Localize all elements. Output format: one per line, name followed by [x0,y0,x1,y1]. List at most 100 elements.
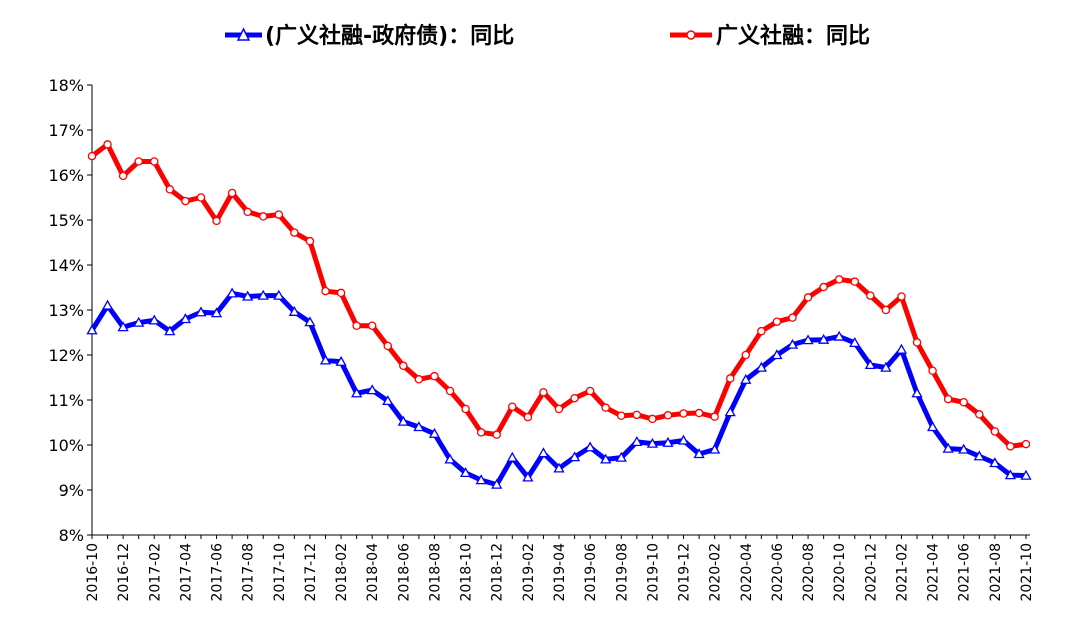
data-point-series-1 [553,462,565,473]
data-point-series-2 [476,428,486,437]
data-point-series-1 [973,450,985,461]
data-point-series-1 [926,421,939,432]
data-point-series-1 [242,290,254,301]
x-tick-label: 2020-08 [801,543,817,602]
data-point-series-1 [771,349,783,360]
legend-marker-series-1 [236,27,251,41]
data-point-series-2 [383,341,393,351]
data-point-series-1 [444,453,456,464]
x-tick-label: 2019-10 [645,543,661,602]
data-point-series-1 [880,361,892,372]
x-tick-label: 2020-06 [770,543,786,602]
data-point-series-2 [196,193,206,202]
data-point-series-2 [819,282,828,292]
data-point-series-2 [336,288,346,298]
data-point-series-1 [522,471,534,482]
data-point-series-2 [274,210,284,219]
data-point-series-1 [1020,469,1032,480]
legend-marker-series-2 [686,30,696,40]
x-tick-label: 2018-04 [365,543,381,602]
y-tick-label: 16% [48,166,84,185]
legend-label-series-1: (广义社融-政府债)：同比 [265,23,514,49]
y-tick-label: 13% [48,301,84,320]
data-point-series-2 [663,411,673,420]
data-point-series-2 [632,410,642,420]
data-point-series-2 [430,371,439,381]
y-tick-label: 18% [48,76,84,95]
x-tick-label: 2018-12 [490,543,506,602]
y-tick-label: 9% [59,481,84,500]
data-point-series-1 [833,330,845,341]
data-point-series-1 [693,448,705,459]
data-point-series-2 [258,212,268,221]
x-tick-label: 2020-12 [863,543,879,602]
x-tick-label: 2021-10 [1019,543,1035,602]
x-tick-label: 2019-02 [521,543,537,602]
data-point-series-2 [928,366,937,375]
data-point-series-1 [724,406,736,417]
data-point-series-1 [428,427,441,438]
data-point-series-1 [101,299,114,310]
data-point-series-2 [912,338,922,347]
data-point-series-1 [755,361,767,372]
data-point-series-1 [210,307,223,318]
data-point-series-1 [615,451,627,462]
x-tick-label: 2018-08 [427,543,443,602]
data-point-series-2 [834,275,844,284]
legend-item-series-1: (广义社融-政府债)：同比 [225,23,514,49]
data-point-series-1 [148,314,160,325]
data-point-series-2 [212,216,221,226]
data-point-series-1 [786,338,799,349]
data-point-series-1 [740,373,752,384]
data-point-series-2 [585,386,595,396]
data-point-series-1 [631,436,643,447]
x-tick-label: 2017-12 [303,543,319,602]
data-point-series-2 [118,171,128,181]
data-point-series-2 [103,140,112,149]
data-point-series-2 [554,404,564,414]
data-point-series-1 [506,451,518,462]
series-line-1 [89,290,1029,488]
data-point-series-2 [539,388,548,397]
data-point-series-2 [694,408,704,418]
data-point-series-2 [508,402,517,411]
data-point-series-1 [257,289,269,300]
data-point-series-2 [725,374,735,383]
data-point-series-2 [897,292,906,301]
data-point-series-1 [864,359,876,370]
data-point-series-1 [849,337,861,348]
x-tick-label: 2018-02 [334,543,350,602]
data-point-series-1 [382,395,394,406]
data-point-series-1 [677,434,690,445]
data-point-series-2 [492,430,501,439]
data-point-series-2 [866,291,875,300]
legend: (广义社融-政府债)：同比 广义社融：同比 [225,23,870,49]
data-point-series-2 [679,409,688,418]
data-point-series-1 [133,316,145,327]
data-point-series-1 [351,387,363,398]
x-tick-label: 2019-06 [583,543,599,602]
data-point-series-2 [523,412,533,422]
x-tick-label: 2021-06 [957,543,973,602]
data-point-series-1 [397,415,409,426]
data-point-series-1 [662,436,674,447]
data-point-series-2 [803,293,813,302]
data-point-series-1 [989,457,1001,468]
data-point-series-2 [150,157,159,166]
data-point-series-1 [117,321,129,332]
data-point-series-1 [179,313,192,324]
x-tick-label: 2020-04 [739,543,755,602]
data-point-series-2 [321,286,330,296]
data-point-series-1 [273,289,285,300]
x-tick-label: 2019-04 [552,543,568,602]
data-point-series-1 [958,443,970,454]
data-point-series-1 [288,305,300,316]
axes: 18% 17% 16% 15% 14% 13% 12% 11% 10% 9% 8%2016-10 20… [48,76,1035,602]
data-point-series-1 [335,355,347,366]
data-point-series-2 [290,228,299,237]
data-point-series-2 [990,427,1000,436]
y-tick-label: 10% [48,436,84,455]
data-point-series-1 [942,442,954,453]
x-tick-label: 2021-04 [926,543,942,602]
data-point-series-2 [305,236,315,246]
